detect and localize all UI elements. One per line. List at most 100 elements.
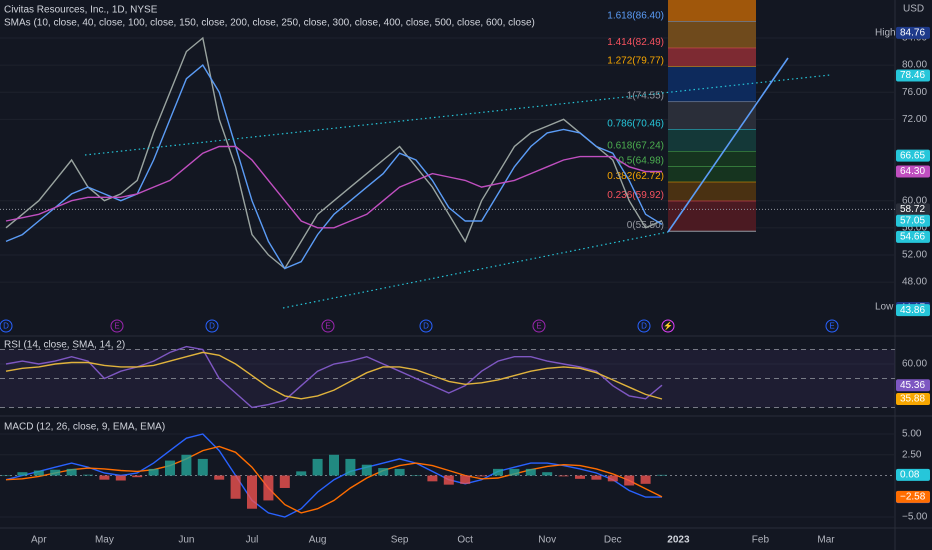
- high-label: High: [875, 28, 896, 39]
- histogram-bar: [427, 475, 438, 482]
- histogram-bar: [558, 475, 569, 477]
- histogram-bar: [640, 475, 651, 484]
- fib-label: 1.272(79.77): [607, 55, 664, 66]
- event-label: E: [114, 322, 119, 331]
- price-label-box: [896, 468, 930, 481]
- histogram-bar: [33, 470, 44, 476]
- histogram-bar: [542, 472, 553, 476]
- histogram-bar: [411, 475, 421, 477]
- price-label-box: [896, 165, 930, 178]
- y-tick-label: 5.00: [902, 429, 922, 440]
- histogram-bar: [115, 475, 126, 481]
- fib-band: [668, 48, 756, 67]
- x-tick-label: Mar: [817, 535, 835, 546]
- price-label-box: [896, 304, 930, 317]
- histogram-bar: [83, 474, 93, 476]
- histogram-bar: [591, 475, 602, 480]
- histogram-bar: [476, 475, 487, 477]
- projection-line: [667, 57, 789, 233]
- y-tick-label: 56.00: [902, 222, 927, 233]
- histogram-bar: [66, 468, 77, 476]
- event-marker: [825, 319, 839, 333]
- price-label-box: [896, 230, 930, 243]
- x-tick-label: Aug: [309, 535, 327, 546]
- price-label-box: [896, 214, 930, 227]
- event-marker: [205, 319, 219, 333]
- x-tick-label: Jun: [178, 535, 194, 546]
- event-label: D: [423, 322, 429, 331]
- price-label: 35.88: [900, 394, 925, 405]
- x-tick-label: Oct: [457, 535, 473, 546]
- histogram-bar: [394, 468, 405, 476]
- fib-label: 0.236(59.92): [607, 190, 664, 201]
- histogram-bar: [181, 454, 192, 476]
- event-label: E: [536, 322, 541, 331]
- x-tick-label: Nov: [538, 535, 556, 546]
- histogram-bar: [361, 464, 372, 476]
- event-marker: [110, 319, 124, 333]
- histogram-bar: [296, 471, 307, 476]
- histogram-bar: [460, 475, 471, 484]
- histogram-bar: [345, 458, 356, 476]
- x-tick-label: Feb: [752, 535, 770, 546]
- event-marker: [419, 319, 433, 333]
- y-tick-label: 60.00: [902, 359, 927, 370]
- event-label: D: [209, 322, 215, 331]
- histogram-bar: [230, 475, 241, 499]
- event-marker: [661, 319, 675, 333]
- price-label: 66.65: [900, 150, 925, 161]
- event-marker: [637, 319, 651, 333]
- price-label: 64.30: [900, 166, 925, 177]
- histogram-bar: [165, 460, 175, 476]
- price-label-box: [896, 69, 930, 82]
- event-marker: [321, 319, 335, 333]
- x-tick-label: 2023: [667, 535, 690, 546]
- x-tick-label: May: [95, 535, 114, 546]
- price-label-box: [896, 149, 930, 162]
- fib-band: [668, 182, 756, 202]
- histogram-bar: [575, 475, 585, 479]
- price-label: 58.72: [900, 204, 925, 215]
- fib-label: 0.618(67.24): [607, 140, 664, 151]
- series-line: [5, 445, 663, 514]
- event-label: D: [641, 322, 647, 331]
- fib-band: [668, 201, 756, 232]
- event-marker: [532, 319, 546, 333]
- y-tick-label: 2.50: [902, 449, 922, 460]
- histogram-bar: [657, 474, 667, 476]
- rsi-band: [0, 349, 895, 408]
- price-label: 43.86: [900, 305, 925, 316]
- y-tick-label: −5.00: [902, 512, 928, 523]
- histogram-bar: [1, 475, 11, 477]
- price-label: 78.46: [900, 70, 925, 81]
- fib-band: [668, 0, 756, 22]
- x-tick-label: Dec: [604, 535, 622, 546]
- event-label: D: [3, 322, 9, 331]
- fib-band: [668, 129, 756, 152]
- histogram-bar: [443, 475, 454, 485]
- price-label-box: [896, 490, 930, 503]
- price-label: 54.66: [900, 232, 925, 243]
- price-label: −2.58: [900, 492, 926, 503]
- histogram-bar: [312, 458, 323, 476]
- histogram-bar: [17, 472, 28, 476]
- pane-title: RSI (14, close, SMA, 14, 2): [4, 340, 125, 351]
- indicator-label: SMAs (10, close, 40, close, 100, close, …: [4, 18, 535, 29]
- histogram-bar: [607, 475, 618, 482]
- y-tick-label: 72.00: [902, 114, 927, 125]
- histogram-bar: [50, 469, 61, 476]
- histogram-bar: [263, 475, 274, 501]
- fib-band: [668, 66, 756, 103]
- fib-label: 0(55.50): [627, 220, 664, 231]
- y-tick-label: 80.00: [902, 60, 927, 71]
- event-label: E: [325, 322, 330, 331]
- fib-label: 0.5(64.98): [618, 156, 664, 167]
- low-label: Low: [875, 302, 894, 313]
- histogram-bar: [247, 475, 257, 509]
- histogram-bar: [99, 475, 110, 480]
- price-label: 84.76: [900, 27, 925, 38]
- fib-label: 0.382(62.72): [607, 171, 664, 182]
- price-label-box: [896, 26, 930, 39]
